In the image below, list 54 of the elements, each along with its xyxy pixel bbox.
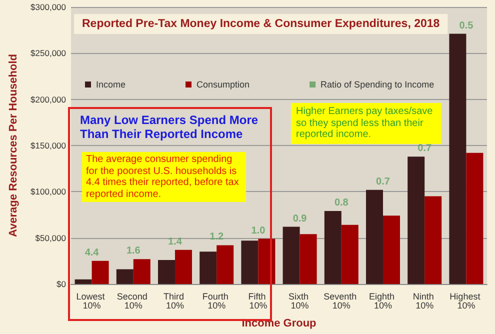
annotation: Many Low Earners Spend More Than Their Reported Income bbox=[80, 113, 260, 142]
annotation: 0.7 bbox=[418, 143, 432, 154]
annotation: The average consumer spending for the poorest U.S. households is 4.4 times their reported, before tax reported income. bbox=[82, 152, 246, 202]
bar bbox=[366, 190, 383, 284]
bar bbox=[383, 216, 400, 284]
x-tick-label: Fourth 10% bbox=[202, 292, 231, 310]
y-tick-label: $300,000 bbox=[30, 2, 66, 12]
y-tick-label: $50,000 bbox=[35, 232, 66, 243]
legend-label: Consumption bbox=[196, 80, 250, 90]
bar bbox=[466, 152, 484, 284]
x-tick-label: Sixth 10% bbox=[288, 292, 312, 310]
x-tick-label: Third 10% bbox=[163, 292, 187, 310]
x-tick-label: Highest 10% bbox=[450, 292, 483, 310]
x-tick-label: Second 10% bbox=[116, 292, 150, 310]
x-tick-label: Lowest 10% bbox=[76, 292, 108, 310]
y-tick-label: $200,000 bbox=[30, 94, 66, 104]
legend-label: Ratio of Spending to Income bbox=[320, 80, 434, 90]
annotation: 0.7 bbox=[376, 176, 390, 188]
x-tick-label: Fifth 10% bbox=[248, 292, 268, 310]
annotation: 1.6 bbox=[126, 246, 141, 257]
legend-label: Income bbox=[96, 80, 126, 90]
bar bbox=[133, 259, 150, 284]
bar bbox=[158, 260, 175, 284]
annotation: Higher Earners pay taxes/save so they spend less than their reported income. bbox=[291, 103, 441, 144]
y-tick-label: $150,000 bbox=[30, 140, 66, 150]
x-tick-label: Seventh 10% bbox=[324, 292, 360, 310]
annotation: 0.9 bbox=[292, 213, 308, 224]
y-axis-title: Average Resources Per Household bbox=[8, 54, 20, 237]
annotation: 1.4 bbox=[168, 236, 182, 248]
bar bbox=[424, 196, 442, 284]
bar bbox=[449, 34, 466, 284]
y-tick-label: $250,000 bbox=[30, 48, 66, 58]
bar bbox=[241, 240, 258, 284]
bar bbox=[216, 245, 234, 284]
x-axis-title: Income Group bbox=[242, 318, 317, 330]
bar bbox=[92, 260, 109, 284]
x-tick-label: Ninth 10% bbox=[412, 292, 436, 310]
y-tick-label: $0 bbox=[56, 279, 66, 289]
annotation: 0.5 bbox=[459, 20, 474, 32]
bar bbox=[300, 234, 317, 284]
bar bbox=[282, 226, 300, 284]
bar bbox=[341, 224, 358, 284]
bar bbox=[324, 211, 342, 284]
text: Reported Pre-Tax Money Income & Consumer Expenditures, 2018 bbox=[82, 18, 440, 30]
annotation: 0.8 bbox=[334, 198, 349, 209]
annotation: 4.4 bbox=[84, 247, 100, 258]
annotation: 1.0 bbox=[251, 225, 266, 236]
bar bbox=[175, 250, 192, 284]
bar bbox=[116, 269, 134, 284]
x-tick-label: Eighth 10% bbox=[368, 292, 398, 310]
bar bbox=[408, 156, 425, 284]
bar bbox=[200, 252, 217, 284]
bar bbox=[74, 279, 92, 284]
y-tick-label: $100,000 bbox=[30, 186, 66, 197]
